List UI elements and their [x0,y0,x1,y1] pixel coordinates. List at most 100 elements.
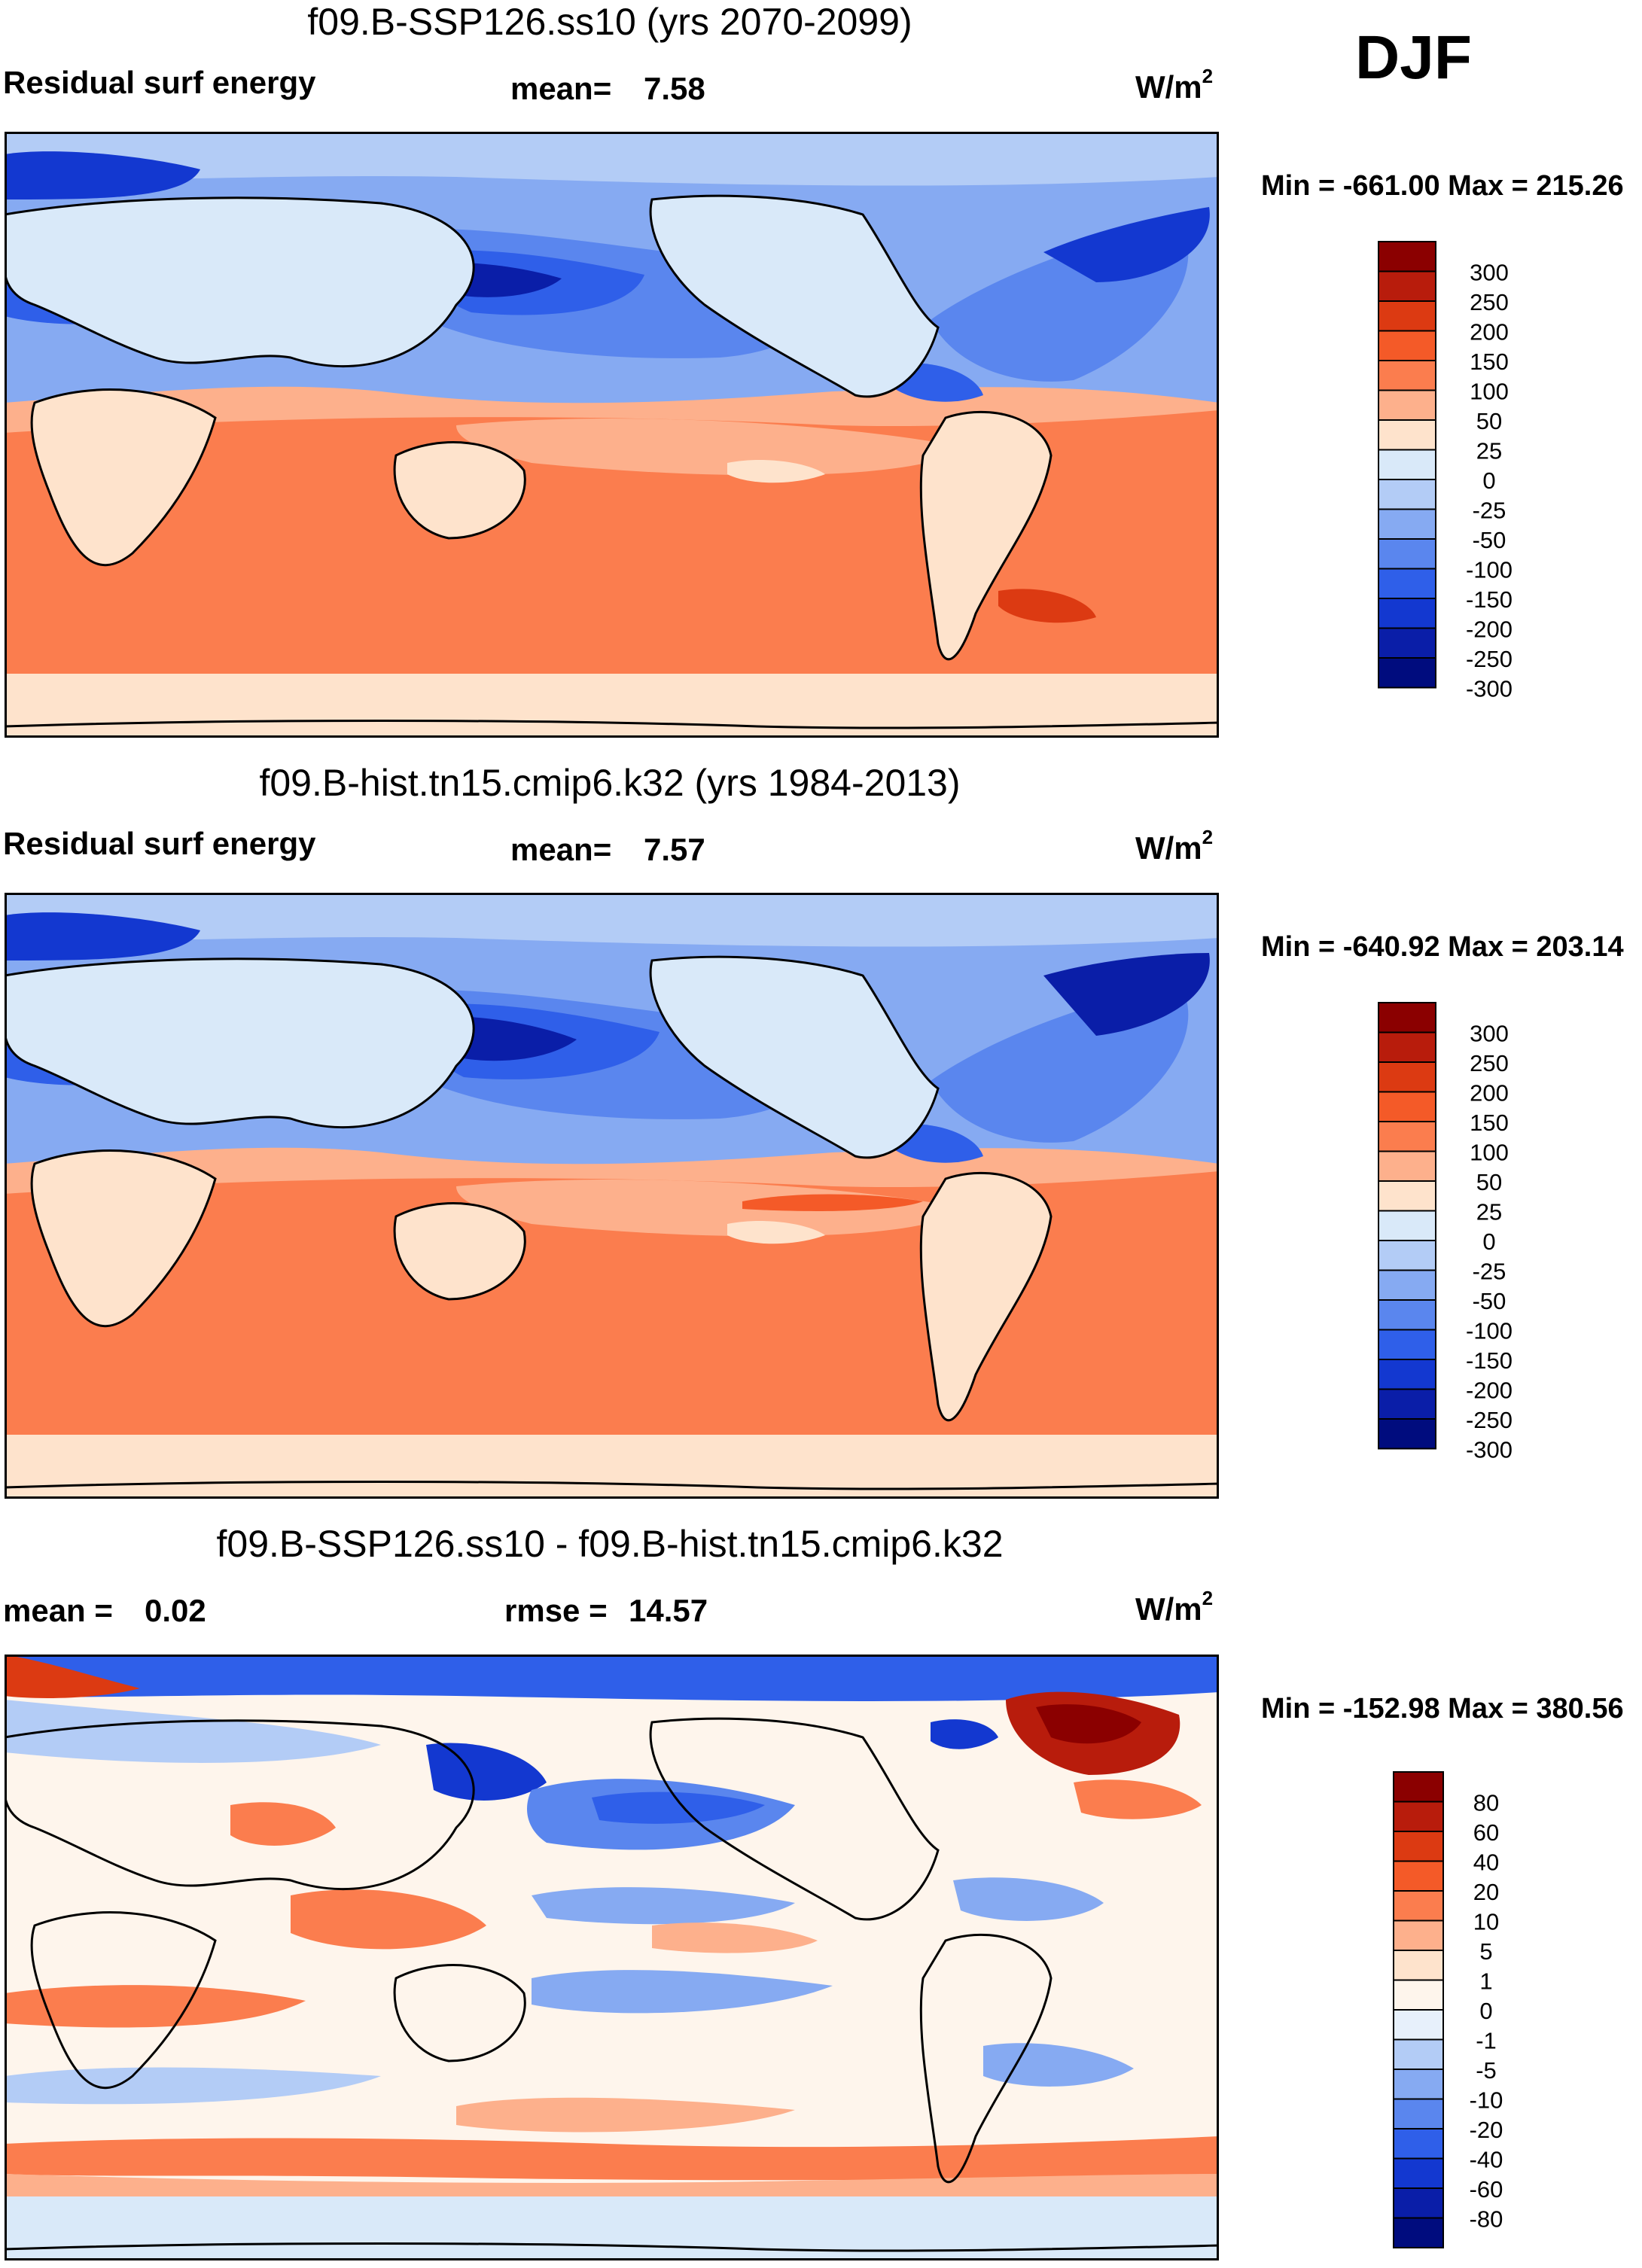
panel2-colorbar-tick-label: 25 [1476,1199,1502,1225]
panel1-colorbar-color-box [1378,627,1436,659]
panel2-min-max: Min = -640.92 Max = 203.14 [1261,931,1624,963]
panel2-colorbar-color-box [1378,1240,1436,1271]
panel1-colorbar-tick-label: -300 [1466,676,1513,702]
panel3-colorbar-color-box [1393,1890,1444,1922]
panel3-rmse-value: 14.57 [629,1593,708,1628]
panel3-colorbar-color-box [1393,2187,1444,2219]
panel2-colorbar-color-box [1378,1329,1436,1360]
panel2-colorbar-color-box [1378,1121,1436,1152]
panel3-colorbar-color-box [1393,1919,1444,1951]
panel3-colorbar-tick-label: -5 [1476,2057,1497,2084]
panel1-colorbar-tick-label: -25 [1473,498,1506,524]
panel1-colorbar-color-box [1378,241,1436,272]
panel2-colorbar-tick-label: -100 [1466,1318,1513,1344]
panel1-colorbar-tick-label: 250 [1470,289,1509,315]
panel3-map [5,1655,1219,2260]
panel2-colorbar-tick-label: 150 [1470,1110,1509,1136]
panel3-colorbar-tick-label: 1 [1479,1968,1492,1995]
panel3-units-exp: 2 [1202,1587,1214,1609]
panel1-mean-label: mean= [510,71,612,106]
panel2-variable-label: Residual surf energy [3,826,316,861]
panel1-map [5,132,1219,738]
panel2-colorbar-tick-label: -200 [1466,1378,1513,1404]
panel1-colorbar-color-box [1378,508,1436,540]
panel3-title: f09.B-SSP126.ss10 - f09.B-hist.tn15.cmip… [216,1523,1004,1565]
panel1-colorbar-tick-label: -200 [1466,616,1513,643]
panel3-colorbar-tick-label: -20 [1470,2117,1503,2143]
panel1-colorbar-color-box [1378,479,1436,510]
panel3-units-base: W/m [1135,1591,1202,1627]
panel3-mean-value: 0.02 [145,1593,206,1628]
panel3-colorbar-tick-label: -10 [1470,2087,1503,2114]
panel2-colorbar-color-box [1378,1388,1436,1420]
panel2-colorbar-tick-label: -25 [1473,1259,1506,1285]
panel2-units-base: W/m [1135,830,1202,866]
panel2-colorbar-color-box [1378,1061,1436,1093]
panel3-colorbar-color-box [1393,1860,1444,1892]
panel3-units: W/m2 [1135,1587,1213,1627]
panel1-colorbar-tick-label: 200 [1470,319,1509,346]
panel3-colorbar-color-box [1393,1831,1444,1862]
panel2-title: f09.B-hist.tn15.cmip6.k32 (yrs 1984-2013… [259,762,961,804]
panel1-colorbar-color-box [1378,330,1436,361]
panel2-colorbar-color-box [1378,1150,1436,1182]
panel2-mean-value: 7.57 [644,832,705,867]
panel2-colorbar-tick-label: -150 [1466,1347,1513,1374]
panel2-colorbar-tick-label: 300 [1470,1021,1509,1047]
panel1-colorbar-labels: 30025020015010050250-25-50-100-150-200-2… [1466,260,1513,702]
panel2-colorbar-color-box [1378,1002,1436,1034]
panel2-colorbar-boxes [1378,1002,1436,1450]
panel1-colorbar-color-box [1378,389,1436,421]
panel3-colorbar-tick-label: -40 [1470,2147,1503,2173]
panel1-colorbar-color-box [1378,538,1436,570]
panel3-colorbar-tick-label: 20 [1473,1879,1499,1905]
panel3-colorbar-color-box [1393,1950,1444,1981]
panel3-colorbar-tick-label: 40 [1473,1849,1499,1876]
panel1-mean-value: 7.58 [644,71,705,106]
panel2-colorbar-tick-label: 50 [1476,1169,1502,1195]
panel1-colorbar-boxes [1378,241,1436,689]
panel1-colorbar-color-box [1378,270,1436,302]
panel1-units: W/m2 [1135,65,1213,105]
panel2-mean-label: mean= [510,832,612,867]
panel3-colorbar-tick-label: 5 [1479,1938,1492,1965]
panel1-title: f09.B-SSP126.ss10 (yrs 2070-2099) [307,1,912,43]
panel1-colorbar: 30025020015010050250-25-50-100-150-200-2… [1378,241,1513,702]
panel2-colorbar-color-box [1378,1031,1436,1063]
panel1-colorbar-tick-label: 25 [1476,438,1502,464]
panel1-colorbar-color-box [1378,449,1436,480]
panel1-colorbar-tick-label: 300 [1470,260,1509,286]
panel1-colorbar-color-box [1378,657,1436,689]
panel1-colorbar-color-box [1378,568,1436,599]
panel1-colorbar-color-box [1378,360,1436,391]
panel2-colorbar-color-box [1378,1210,1436,1241]
panel1-colorbar-tick-label: 0 [1482,467,1495,494]
panel3-min-max: Min = -152.98 Max = 380.56 [1261,1693,1624,1725]
panel3-colorbar-color-box [1393,2217,1444,2248]
panel2-map [5,893,1219,1499]
panel1-variable-label: Residual surf energy [3,65,316,100]
panel1-colorbar-color-box [1378,419,1436,451]
panel2-colorbar: 30025020015010050250-25-50-100-150-200-2… [1378,1002,1513,1463]
panel2-colorbar-tick-label: -50 [1473,1288,1506,1314]
panel3-colorbar-color-box [1393,2128,1444,2160]
panel3-colorbar-tick-label: 80 [1473,1790,1499,1816]
season-label: DJF [1355,23,1472,92]
panel2-colorbar-color-box [1378,1269,1436,1301]
panel1-units-base: W/m [1135,69,1202,105]
panel2-colorbar-tick-label: -250 [1466,1407,1513,1433]
panel2-colorbar-tick-label: 100 [1470,1140,1509,1166]
panel3-colorbar-color-box [1393,2038,1444,2070]
panel1-colorbar-tick-label: -50 [1473,527,1506,553]
panel2-units-exp: 2 [1202,826,1214,848]
panel3-rmse-label: rmse = [504,1593,608,1628]
panel3-colorbar-color-box [1393,1801,1444,1832]
panel1-colorbar-tick-label: -100 [1466,557,1513,583]
panel3-colorbar-color-box [1393,1771,1444,1803]
panel3-colorbar-boxes [1393,1771,1444,2248]
panel2-colorbar-color-box [1378,1299,1436,1331]
panel3-colorbar-tick-label: 60 [1473,1819,1499,1846]
panel2-units: W/m2 [1135,826,1213,866]
panel3-colorbar-tick-label: 10 [1473,1909,1499,1935]
